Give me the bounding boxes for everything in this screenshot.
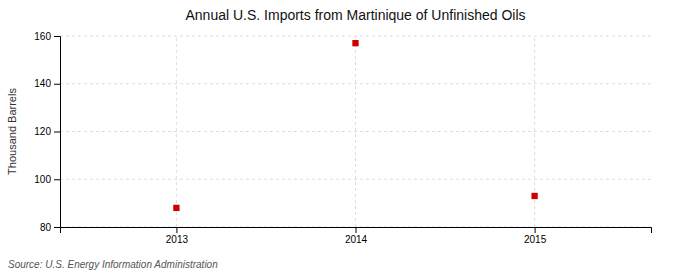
title: Annual U.S. Imports from Martinique of U…	[185, 7, 525, 23]
y-axis: 80 100 120 140 160	[34, 31, 60, 233]
grid	[60, 36, 651, 227]
tick-label: 80	[40, 222, 52, 233]
grid-line	[60, 83, 651, 84]
axis-line	[54, 37, 61, 228]
point	[173, 205, 179, 211]
tick-mark	[176, 227, 177, 233]
tick-mark	[54, 36, 60, 37]
tick: 2013	[166, 227, 189, 245]
tick-label: 140	[34, 78, 51, 89]
tick: 160	[34, 31, 60, 42]
tick-label: 100	[34, 174, 51, 185]
tick-label: 2013	[166, 234, 189, 245]
y-axis-label: Thousand Barrels	[6, 88, 18, 175]
grid-line	[176, 36, 177, 227]
tick-mark	[54, 84, 60, 85]
tick-label: 2014	[345, 234, 368, 245]
tick: 100	[34, 174, 60, 185]
tick-mark	[54, 227, 60, 228]
tick-label: 160	[34, 31, 51, 42]
tick-mark	[535, 227, 536, 233]
points	[173, 40, 538, 211]
tick-mark	[54, 132, 60, 133]
x-axis: 2013 2014 2015	[61, 227, 652, 245]
tick-label: 120	[34, 126, 51, 137]
tick: 2014	[345, 227, 368, 245]
axis-line	[61, 228, 652, 234]
tick: 140	[34, 78, 60, 89]
point	[352, 40, 358, 46]
source: Source: U.S. Energy Information Administ…	[8, 259, 218, 270]
tick: 80	[40, 222, 60, 233]
grid-line	[60, 131, 651, 132]
tick-mark	[356, 227, 357, 233]
chart: 2013 2014 2015 80 100 120 140 160 Annual U.S. Im…	[0, 0, 675, 275]
point	[531, 193, 537, 199]
tick: 120	[34, 126, 60, 137]
grid-line	[355, 36, 356, 227]
tick: 2015	[524, 227, 547, 245]
tick-label: 2015	[524, 234, 547, 245]
tick-mark	[54, 179, 60, 180]
